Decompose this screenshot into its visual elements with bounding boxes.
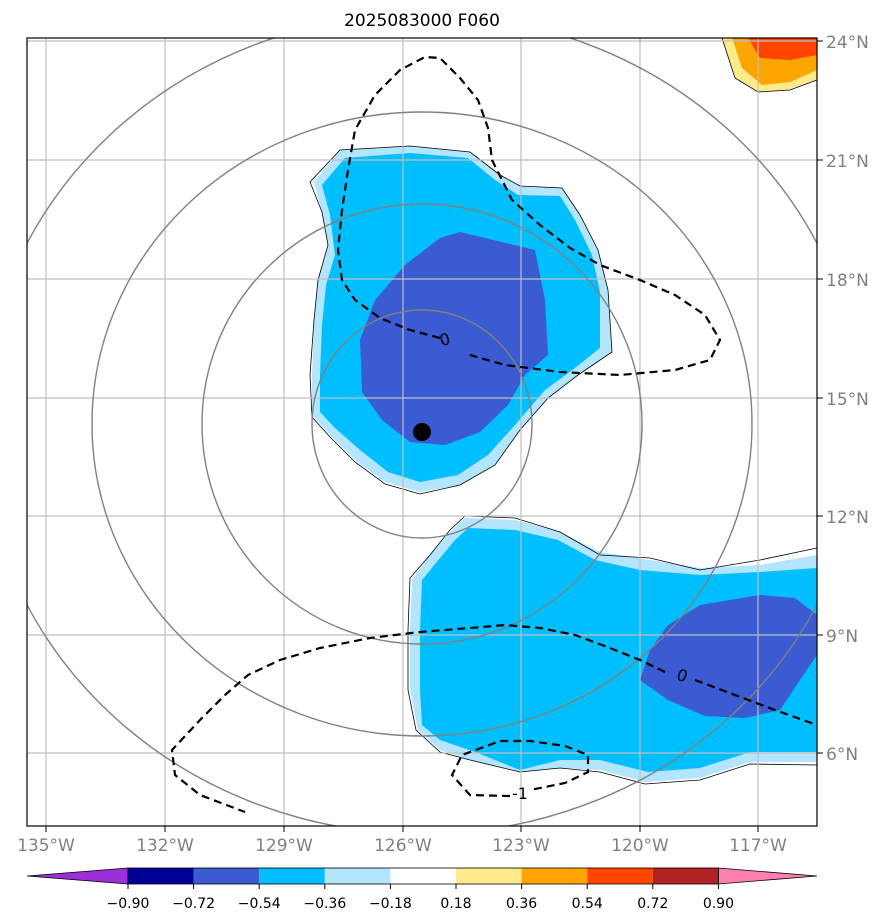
- storm-center-marker: [413, 423, 431, 441]
- range-ring-2: [201, 203, 643, 645]
- plot-frame: [26, 37, 818, 827]
- colorbar-bin-2: [193, 868, 260, 884]
- dashed-contours: [170, 55, 817, 814]
- range-ring-3: [91, 111, 753, 737]
- colorbar-bin-7: [521, 868, 588, 884]
- colorbar-bin-1: [128, 868, 194, 884]
- colorbar-tick-label: 0.54: [572, 896, 603, 912]
- colorbar-tick-label: −0.36: [303, 896, 346, 912]
- south-system-blue: [640, 595, 817, 718]
- colorbar: −0.90 −0.72 −0.54 −0.36 −0.18 0.18 0.36 …: [26, 867, 818, 912]
- lon-label-126w: 126°W: [374, 836, 432, 856]
- lat-label-18n: 18°N: [826, 271, 869, 291]
- colorbar-bin-5: [390, 868, 456, 884]
- top-right-positive-inner: [748, 38, 817, 60]
- lat-label-12n: 12°N: [826, 508, 869, 528]
- range-rings: [27, 38, 817, 826]
- lat-label-9n: 9°N: [826, 627, 858, 647]
- lon-label-135w: 135°W: [17, 836, 75, 856]
- colorbar-tick-label: 0.90: [703, 896, 734, 912]
- colorbar-tick-label: 0.36: [506, 896, 537, 912]
- contour-label-zero-north: 0: [437, 329, 452, 350]
- contour-label-minus-one: -1: [512, 784, 528, 803]
- colorbar-tick-label: −0.18: [369, 896, 412, 912]
- contour-zero-south-east: [694, 678, 817, 727]
- colorbar-extend-min: [26, 867, 129, 885]
- lon-label-120w: 120°W: [611, 836, 669, 856]
- lon-label-132w: 132°W: [136, 836, 194, 856]
- lon-label-123w: 123°W: [492, 836, 550, 856]
- lat-label-21n: 21°N: [826, 152, 869, 172]
- contour-zero-south: [170, 623, 666, 814]
- colorbar-frame: [127, 867, 719, 885]
- map-title: 2025083000 F060: [344, 11, 500, 31]
- tick-marks: [45, 40, 823, 832]
- range-ring-1: [311, 309, 533, 539]
- colorbar-bin-3: [259, 868, 325, 884]
- colorbar-extend-max: [718, 867, 818, 885]
- colorbar-tick-label: −0.90: [107, 896, 150, 912]
- filled-contours: [312, 38, 817, 782]
- graticule: [27, 38, 817, 826]
- contour-zero-north: [336, 55, 722, 377]
- colorbar-bin-8: [587, 868, 653, 884]
- colorbar-tick-label: −0.54: [238, 896, 281, 912]
- lat-label-6n: 6°N: [826, 745, 858, 765]
- lat-label-15n: 15°N: [826, 390, 869, 410]
- colorbar-tick-label: 0.72: [637, 896, 668, 912]
- colorbar-bin-9: [652, 868, 719, 884]
- west-system-blue: [360, 232, 548, 445]
- lat-label-24n: 24°N: [826, 33, 869, 53]
- colorbar-bin-6: [456, 868, 522, 884]
- colorbar-tick-label: 0.18: [440, 896, 471, 912]
- lon-label-117w: 117°W: [729, 836, 787, 856]
- contour-minus-one: [450, 739, 590, 798]
- lon-label-129w: 129°W: [255, 836, 313, 856]
- colorbar-bin-4: [324, 868, 391, 884]
- colorbar-tick-label: −0.72: [172, 896, 215, 912]
- filled-outlines: [309, 38, 817, 785]
